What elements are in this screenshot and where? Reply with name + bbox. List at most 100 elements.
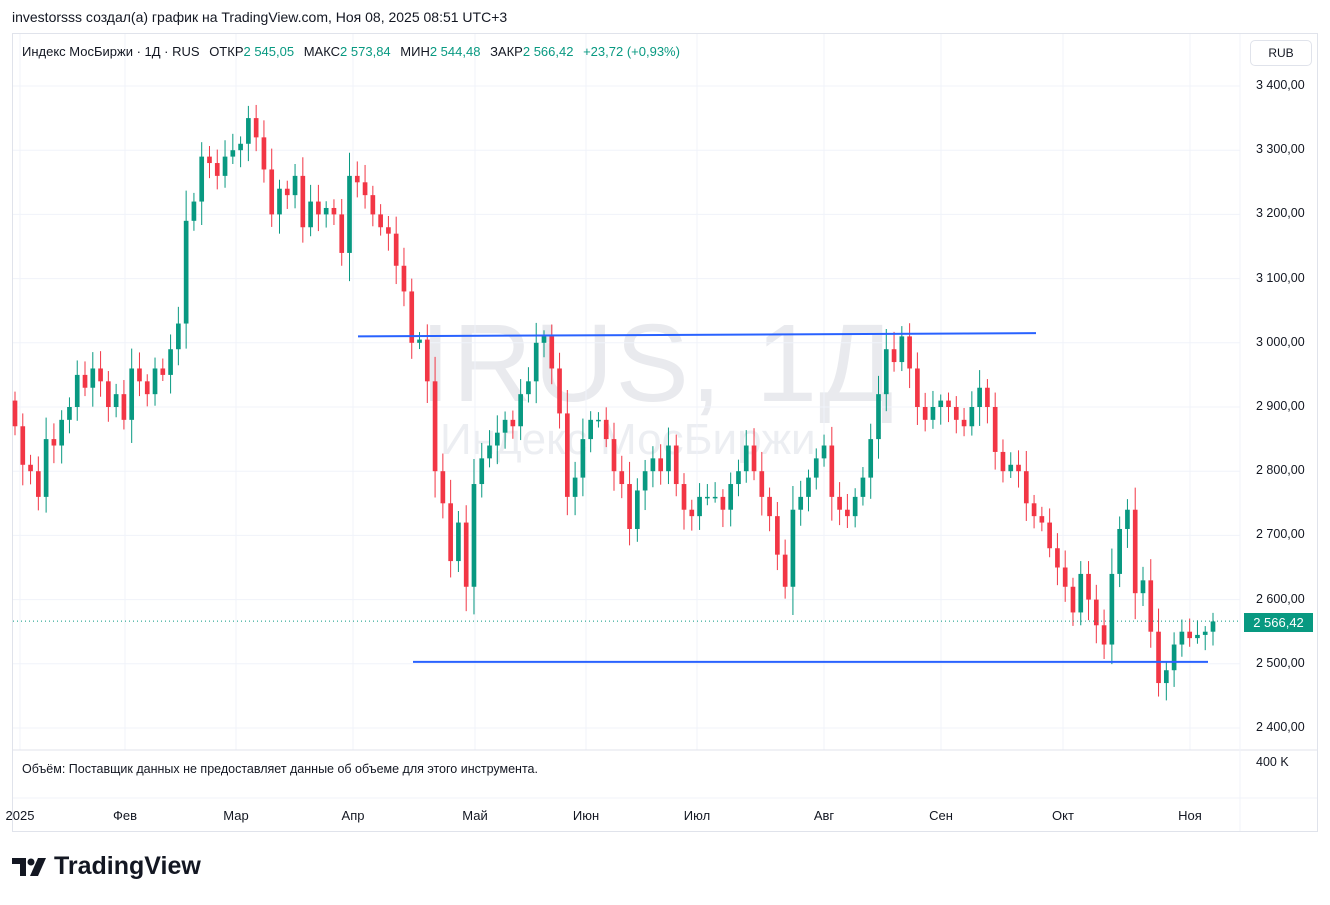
candle-up: [456, 522, 461, 562]
candle-up: [1210, 621, 1216, 632]
candle-down: [424, 339, 430, 382]
candle-down: [689, 509, 695, 517]
y-tick-label: 3 000,00: [1256, 334, 1305, 349]
y-tick-label: 2 800,00: [1256, 463, 1305, 478]
candle-down: [354, 175, 360, 183]
candle-down: [121, 394, 127, 420]
candle-up: [113, 394, 119, 407]
candle-down: [782, 554, 788, 587]
candle-up: [479, 458, 485, 485]
candle-up: [650, 458, 656, 472]
candle-down: [98, 368, 103, 382]
candle-up: [743, 445, 749, 472]
y-tick-label: 2 600,00: [1256, 591, 1305, 606]
candle-down: [1055, 548, 1060, 568]
candle-down: [1000, 451, 1006, 472]
candle-up: [868, 439, 874, 478]
x-tick-label: Сен: [929, 808, 953, 823]
candle-up: [292, 175, 298, 196]
candle-down: [549, 336, 555, 369]
candle-up: [1125, 509, 1130, 529]
candle-up: [899, 336, 905, 363]
candle-up: [860, 477, 866, 497]
candle-down: [961, 419, 967, 427]
candle-up: [1109, 573, 1115, 645]
candle-up: [471, 484, 477, 587]
volume-note: Объём: Поставщик данных не предоставляет…: [22, 762, 538, 776]
candle-down: [261, 137, 267, 170]
candle-up: [1078, 573, 1084, 613]
candle-down: [440, 471, 446, 504]
candle-down: [658, 458, 664, 472]
candle-down: [20, 426, 26, 465]
candle-down: [12, 400, 18, 427]
candle-up: [697, 496, 702, 517]
candle-up: [666, 445, 671, 472]
candle-up: [323, 207, 329, 215]
candle-up: [176, 323, 181, 350]
legend-change: +23,72 (+0,93%): [583, 44, 680, 59]
candle-down: [915, 368, 920, 407]
legend-close: 2 566,42: [522, 44, 574, 59]
candle-up: [526, 381, 531, 395]
y-tick-label: 2 900,00: [1256, 399, 1305, 413]
candle-down: [362, 182, 368, 196]
legend-open: 2 545,05: [243, 44, 295, 59]
legend-high: 2 573,84: [340, 44, 391, 59]
candle-down: [51, 439, 57, 446]
currency-button[interactable]: RUB: [1250, 40, 1312, 66]
candle-down: [627, 484, 632, 529]
tradingview-logo-icon: [12, 857, 46, 876]
candle-down: [36, 471, 41, 497]
candle-up: [1163, 670, 1169, 684]
candle-up: [417, 339, 422, 343]
y-tick-label: 2 700,00: [1256, 527, 1305, 542]
candle-up: [852, 496, 858, 517]
candle-down: [751, 445, 757, 472]
candle-down: [378, 214, 383, 228]
last-price-label: 2 566,42: [1244, 613, 1313, 632]
candle-up: [90, 368, 96, 388]
candle-down: [922, 407, 928, 420]
candle-up: [541, 336, 547, 343]
candle-down: [1132, 509, 1138, 594]
candle-up: [977, 387, 982, 407]
candle-up: [580, 439, 586, 478]
candle-down: [907, 336, 912, 369]
candle-down: [673, 445, 679, 485]
candle-up: [712, 496, 718, 499]
candle-down: [1101, 625, 1107, 645]
candle-up: [1171, 644, 1177, 671]
candle-up: [74, 374, 80, 407]
x-tick-label: Авг: [813, 808, 835, 823]
candle-down: [953, 407, 959, 420]
candle-down: [393, 233, 399, 266]
candle-up: [1179, 631, 1185, 645]
candle-down: [985, 387, 990, 407]
candle-down: [284, 188, 290, 196]
x-tick-label: Июл: [683, 808, 711, 823]
x-tick-label: Мар: [223, 808, 249, 823]
candle-up: [502, 419, 508, 433]
candle-up: [246, 118, 251, 144]
legend-close-label: ЗАКР: [490, 44, 523, 59]
legend-symbol[interactable]: Индекс МосБиржи · 1Д · RUS: [22, 44, 200, 59]
candle-down: [106, 381, 111, 407]
candle-down: [28, 464, 33, 472]
candle-down: [137, 368, 142, 382]
x-tick-label: Апр: [341, 808, 365, 823]
candle-down: [891, 349, 897, 363]
candle-down: [603, 419, 609, 440]
candle-up: [1195, 634, 1200, 639]
candle-down: [253, 118, 259, 138]
candle-down: [144, 381, 150, 395]
candle-up: [572, 477, 578, 497]
candle-up: [1202, 631, 1208, 635]
candle-down: [992, 407, 998, 452]
candle-up: [533, 342, 539, 382]
candle-up: [1008, 464, 1014, 472]
symbol-legend: Индекс МосБиржи · 1Д · RUS ОТКР2 545,05 …: [22, 44, 680, 59]
tradingview-logo[interactable]: TradingView: [12, 852, 201, 881]
candle-up: [168, 349, 173, 375]
